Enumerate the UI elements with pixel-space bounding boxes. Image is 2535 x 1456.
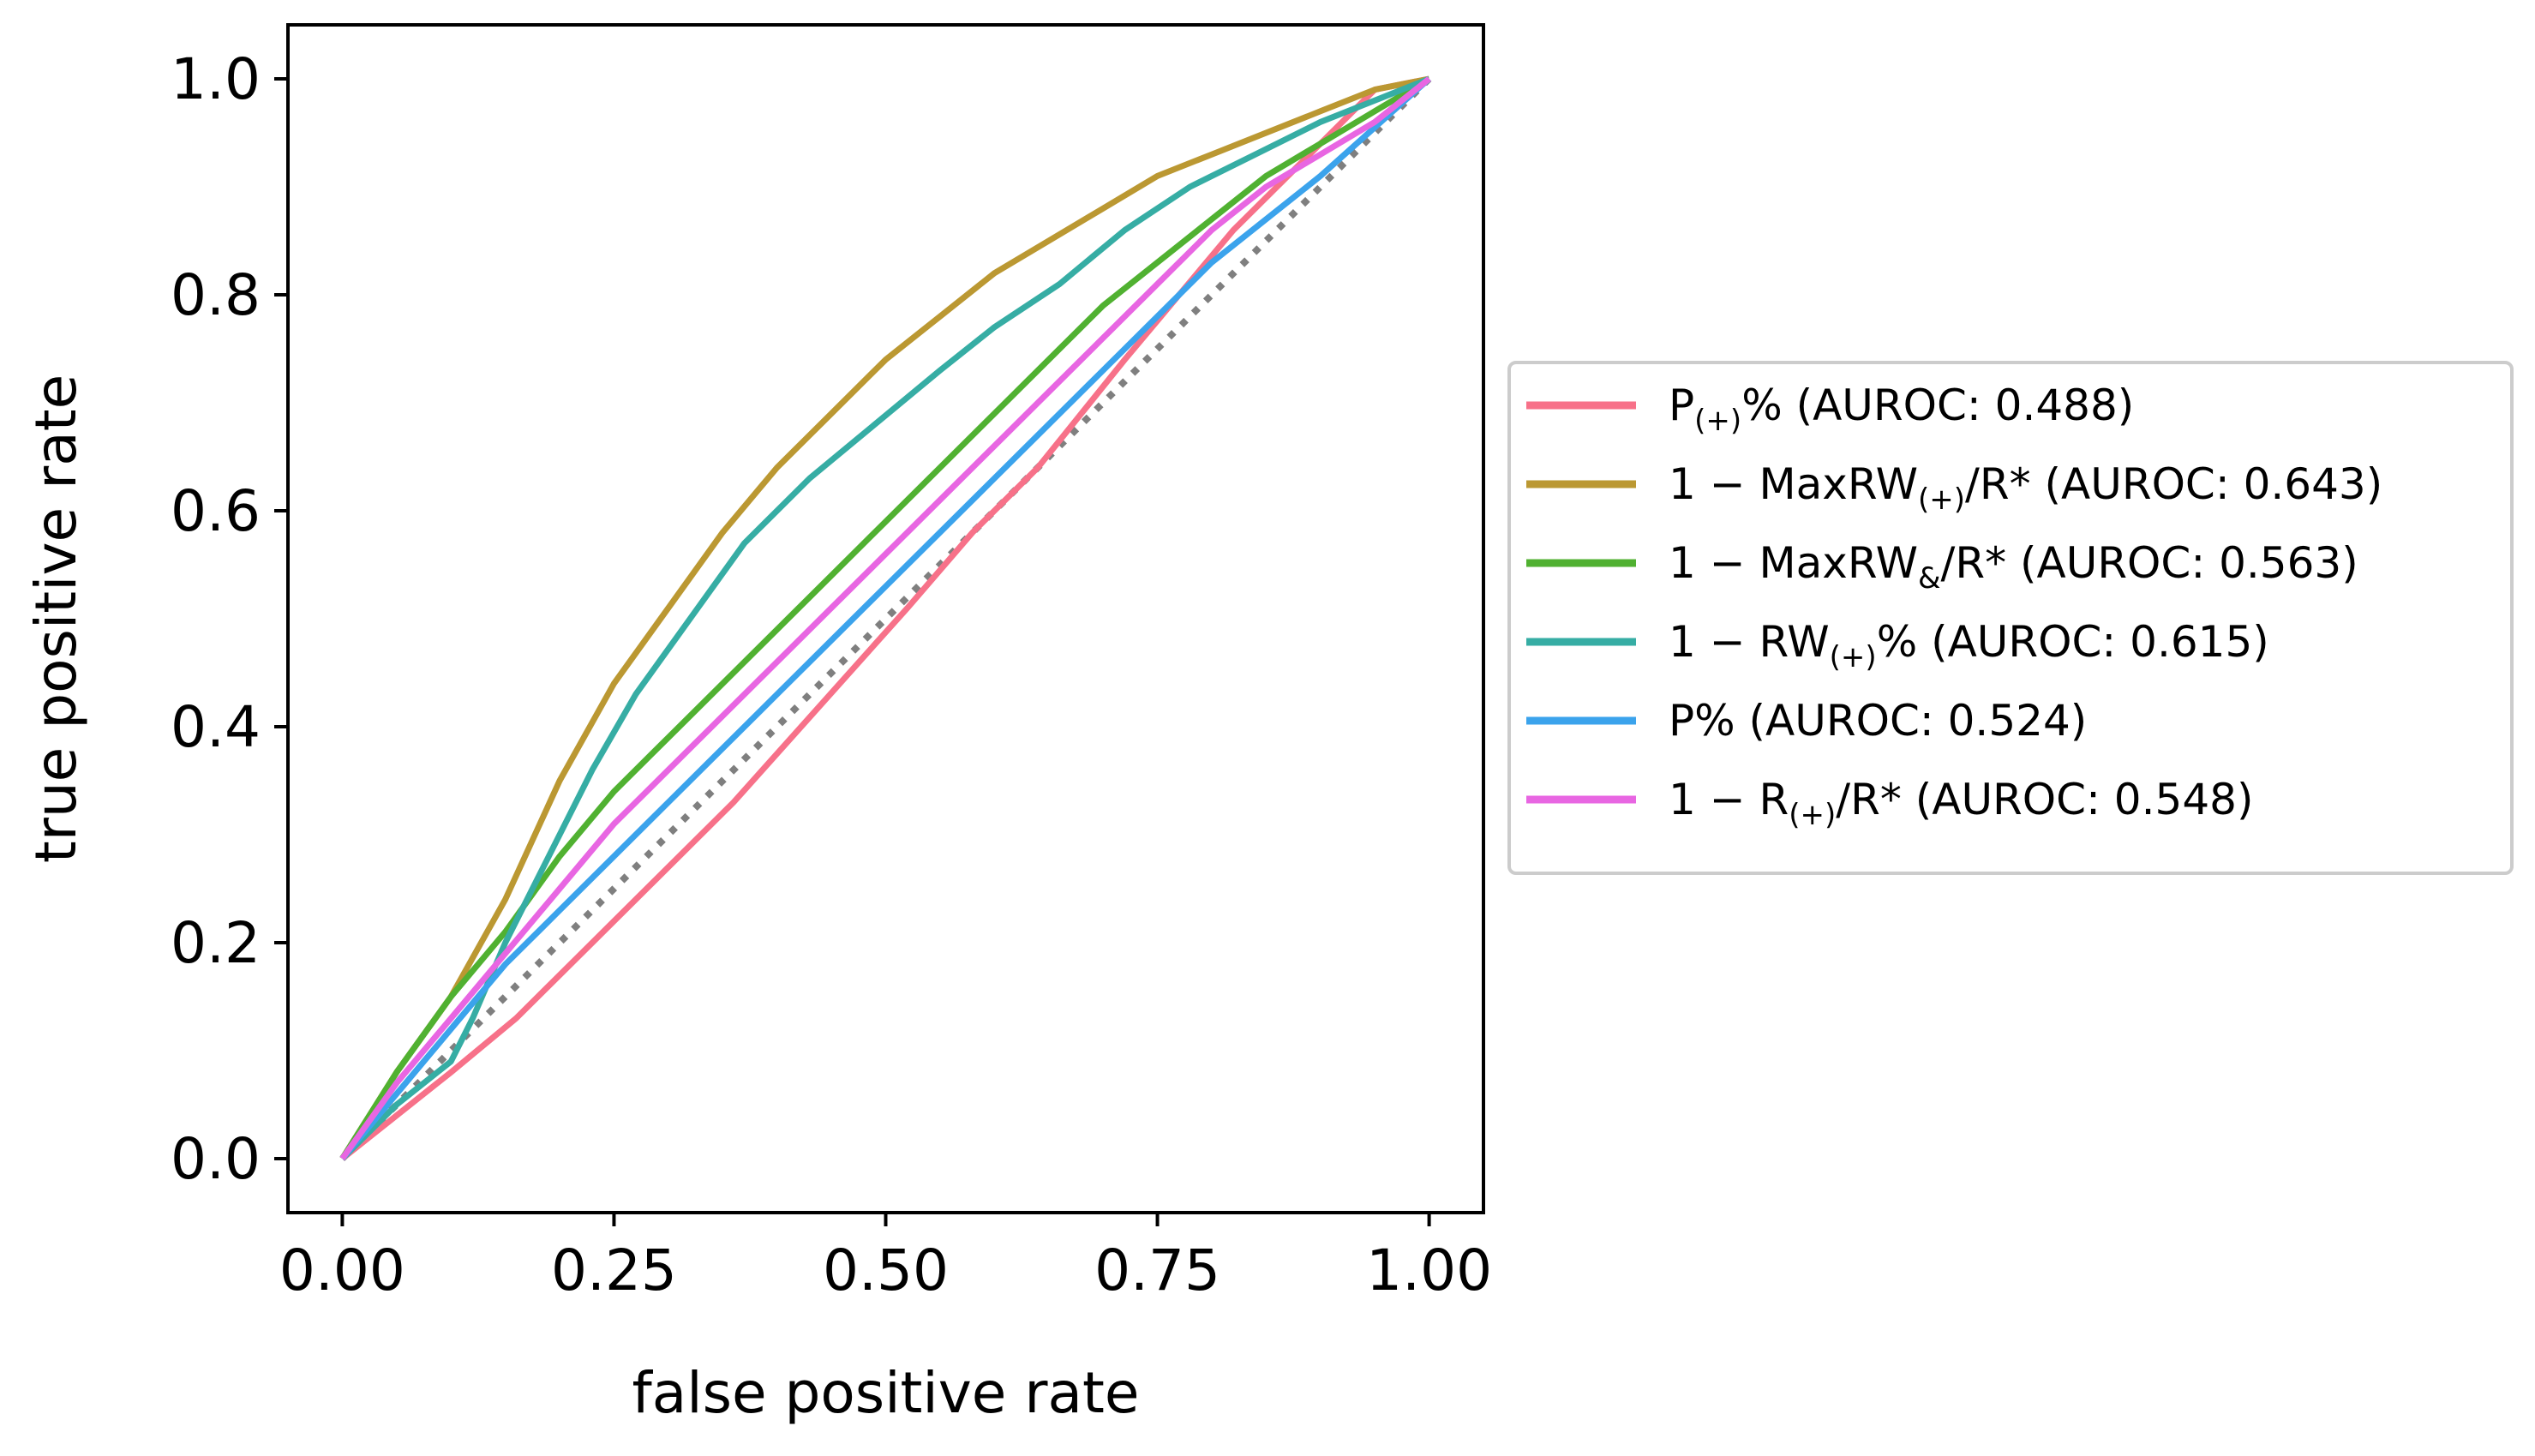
x-tick-label: 0.50 <box>823 1237 949 1303</box>
legend-label: 1 − MaxRW(+)/R* (AUROC: 0.643) <box>1669 459 2382 517</box>
x-tick-label: 0.25 <box>551 1237 677 1303</box>
legend-label: P% (AUROC: 0.524) <box>1669 696 2087 746</box>
legend-entry: P% (AUROC: 0.524) <box>1526 696 2087 746</box>
y-tick-label: 0.6 <box>171 478 261 544</box>
series-line-5 <box>339 76 1431 1161</box>
y-tick-label: 0.0 <box>171 1126 261 1192</box>
x-tick-label: 1.00 <box>1366 1237 1492 1303</box>
diagonal-reference-line <box>339 76 1432 1161</box>
y-tick-label: 1.0 <box>171 46 261 112</box>
legend-entry: 1 − MaxRW&/R* (AUROC: 0.563) <box>1526 538 2358 596</box>
y-tick-label: 0.2 <box>171 910 261 976</box>
legend-entry: 1 − RW(+)% (AUROC: 0.615) <box>1526 617 2269 674</box>
plot-lines-layer <box>339 75 1432 1161</box>
legend-label: 1 − R(+)/R* (AUROC: 0.548) <box>1669 775 2253 832</box>
x-tick-label: 0.75 <box>1094 1237 1220 1303</box>
legend-label: 1 − MaxRW&/R* (AUROC: 0.563) <box>1669 538 2358 596</box>
y-axis-label: true positive rate <box>23 374 89 863</box>
y-tick-label: 0.4 <box>171 694 261 760</box>
series-line-2 <box>339 75 1430 1160</box>
x-tick-label: 0.00 <box>279 1237 405 1303</box>
legend-entry: 1 − MaxRW(+)/R* (AUROC: 0.643) <box>1526 459 2382 517</box>
axis-ticks: 0.00 0.25 0.50 0.75 1.00 0.0 0.2 0.4 0.6 0.8 1.0 <box>171 46 1492 1303</box>
series-line-6 <box>339 76 1431 1161</box>
legend-entry: P(+)% (AUROC: 0.488) <box>1526 380 2134 438</box>
legend-box <box>1507 361 2514 875</box>
y-tick-label: 0.8 <box>171 262 261 328</box>
legend: P(+)% (AUROC: 0.488) 1 − MaxRW(+)/R* (AUR… <box>1507 361 2514 875</box>
legend-label: 1 − RW(+)% (AUROC: 0.615) <box>1669 617 2269 674</box>
legend-entry: 1 − R(+)/R* (AUROC: 0.548) <box>1526 775 2253 832</box>
x-axis-label: false positive rate <box>632 1360 1140 1426</box>
legend-label: P(+)% (AUROC: 0.488) <box>1669 380 2134 438</box>
